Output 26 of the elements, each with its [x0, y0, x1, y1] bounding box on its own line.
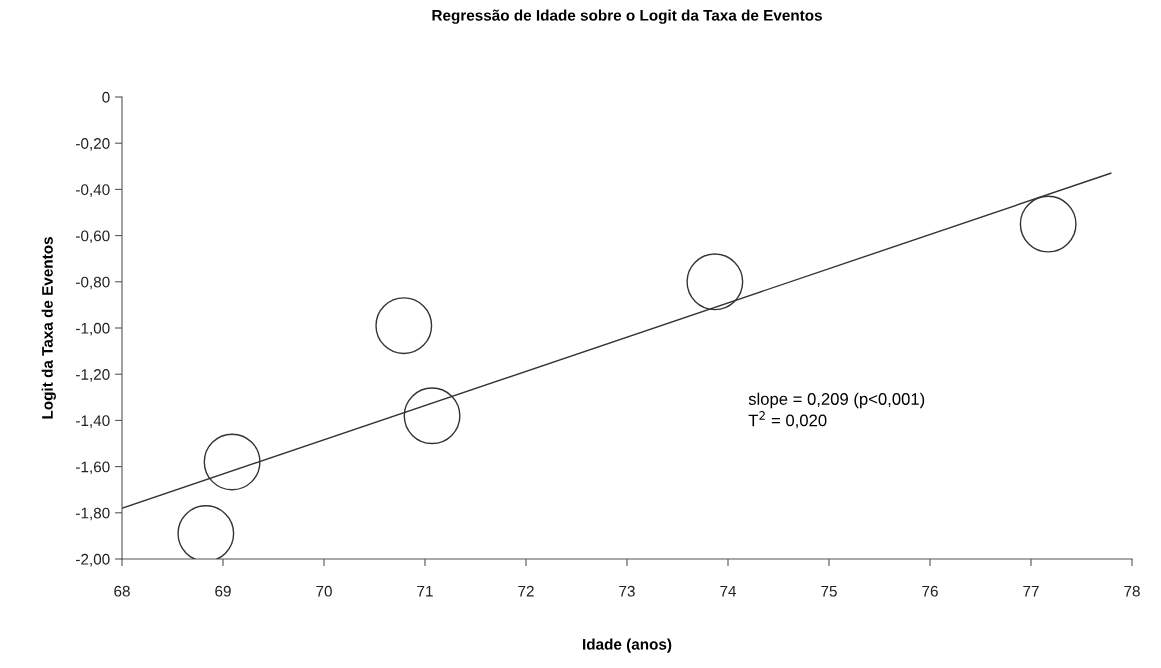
x-tick-label: 78: [1124, 585, 1140, 597]
y-tick-label: -1,80: [76, 507, 110, 521]
x-tick-label: 70: [316, 585, 332, 597]
x-tick-label: 74: [720, 585, 737, 597]
x-axis-title: Idade (anos): [583, 638, 672, 653]
annotation: slope = 0,209 (p<0,001) T$^{2}$ = 0,020: [748, 392, 925, 429]
x-tick-label: 76: [922, 585, 938, 597]
y-tick-label: -0,20: [76, 138, 110, 151]
y-tick-label: -2,00: [76, 553, 110, 567]
x-tick-label: 69: [215, 585, 231, 597]
y-tick-label: -1,40: [76, 415, 110, 428]
y-tick-label: -0,60: [76, 230, 110, 244]
x-tick-label: 68: [114, 585, 130, 597]
y-tick-label: -1,00: [76, 322, 110, 336]
x-tick-label: 72: [518, 585, 534, 597]
y-tick-label: -1,60: [76, 461, 110, 475]
y-tick-label: -0,40: [76, 184, 110, 197]
y-tick-label: -1,20: [76, 369, 110, 382]
y-tick-label: 0: [102, 91, 110, 103]
y-axis-title: Logit da Taxa de Eventos: [41, 237, 56, 419]
x-tick-label: 75: [821, 585, 837, 597]
x-tick-label: 71: [417, 585, 433, 597]
y-tick-label: -0,80: [76, 276, 110, 290]
x-tick-label: 77: [1023, 585, 1039, 597]
chart-title: Regressão de Idade sobre o Logit da Taxa de Eventos: [432, 9, 822, 24]
x-tick-label: 73: [619, 585, 635, 597]
